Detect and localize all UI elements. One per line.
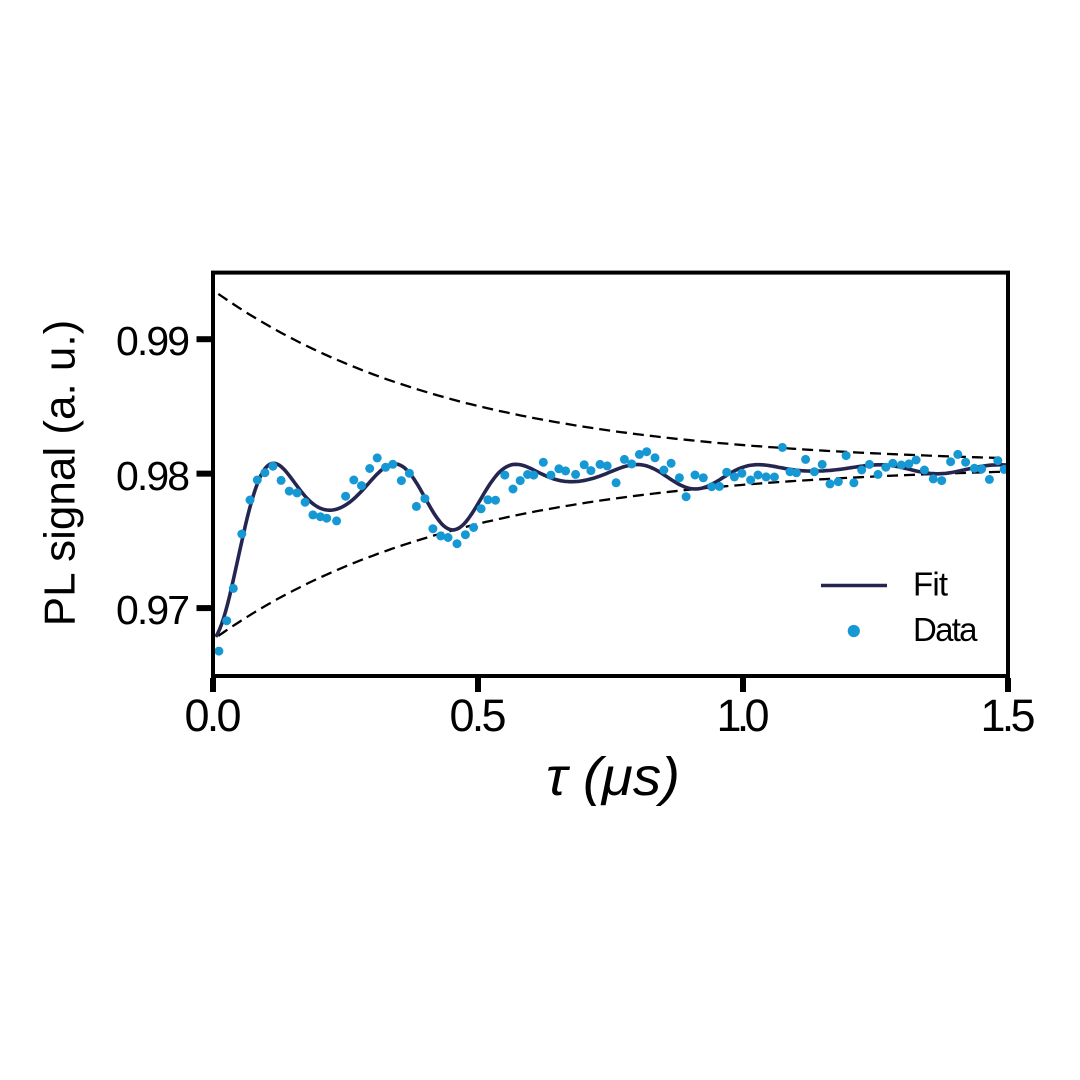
svg-text:0.98: 0.98 <box>116 453 190 499</box>
svg-text:0.0: 0.0 <box>185 690 242 741</box>
svg-text:1.0: 1.0 <box>717 690 770 741</box>
svg-text:0.5: 0.5 <box>450 690 507 741</box>
svg-text:Fit: Fit <box>913 566 948 603</box>
svg-text:τ (μs): τ (μs) <box>546 747 680 807</box>
svg-text:1.5: 1.5 <box>981 690 1036 741</box>
svg-text:PL signal (a. u.): PL signal (a. u.) <box>36 320 85 627</box>
svg-text:0.99: 0.99 <box>116 318 190 364</box>
svg-text:Data: Data <box>913 611 978 648</box>
svg-text:0.97: 0.97 <box>116 587 190 633</box>
